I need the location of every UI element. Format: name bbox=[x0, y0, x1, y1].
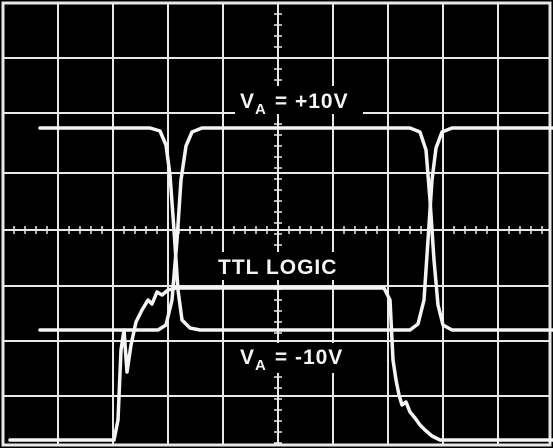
trace-ttl-logic bbox=[8, 286, 553, 442]
label-value: = -10V bbox=[275, 346, 343, 369]
bottom-label: VA = -10V bbox=[240, 346, 343, 374]
label-symbol: V bbox=[240, 346, 255, 369]
middle-label: TTL LOGIC bbox=[218, 256, 337, 279]
label-symbol: V bbox=[240, 90, 255, 113]
label-background bbox=[235, 343, 367, 373]
trace-high-to-low bbox=[38, 126, 553, 332]
label-subscript: A bbox=[255, 101, 267, 118]
graticule bbox=[3, 3, 550, 445]
label-background bbox=[212, 252, 352, 280]
label-subscript: A bbox=[255, 357, 267, 374]
label-value: = +10V bbox=[275, 90, 349, 113]
center-axis-ticks bbox=[2, 2, 543, 444]
trace-low-to-high bbox=[38, 126, 553, 332]
top-label: VA = +10V bbox=[240, 90, 349, 118]
label-background bbox=[235, 86, 363, 114]
